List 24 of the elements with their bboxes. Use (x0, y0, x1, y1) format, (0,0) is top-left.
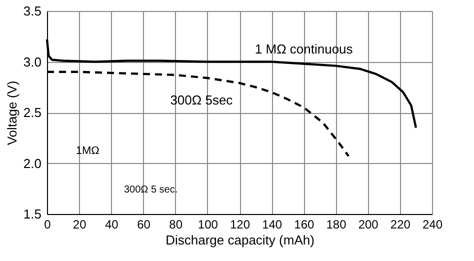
x-tick-label: 80 (169, 218, 183, 232)
x-tick-label: 140 (262, 218, 282, 232)
x-tick-label: 240 (422, 218, 443, 232)
x-tick-label: 20 (72, 218, 87, 232)
y-tick-label: 2.5 (23, 105, 42, 120)
y-tick-label: 3.0 (23, 54, 42, 70)
x-tick-label: 160 (294, 218, 314, 232)
x-tick-label: 0 (44, 218, 52, 232)
x-tick-label: 100 (198, 218, 218, 232)
y-tick-label: 2.0 (23, 156, 42, 171)
annotation: 1MΩ (76, 145, 100, 158)
series-label: 300Ω 5sec (170, 92, 234, 108)
y-tick-label: 3.5 (23, 4, 42, 18)
y-tick-label: 1.5 (23, 206, 42, 222)
x-axis-title: Discharge capacity (mAh) (166, 232, 314, 248)
annotation: 300Ω 5 sec. (124, 184, 178, 196)
x-tick-label: 40 (104, 218, 119, 232)
x-tick-label: 200 (358, 218, 379, 232)
x-tick-label: 180 (326, 218, 347, 232)
x-tick-label: 60 (137, 218, 151, 232)
x-tick-label: 220 (390, 218, 411, 232)
series-label: 1 MΩ continuous (254, 42, 354, 57)
y-axis-title: Voltage (V) (4, 80, 20, 146)
x-tick-label: 120 (230, 218, 250, 232)
